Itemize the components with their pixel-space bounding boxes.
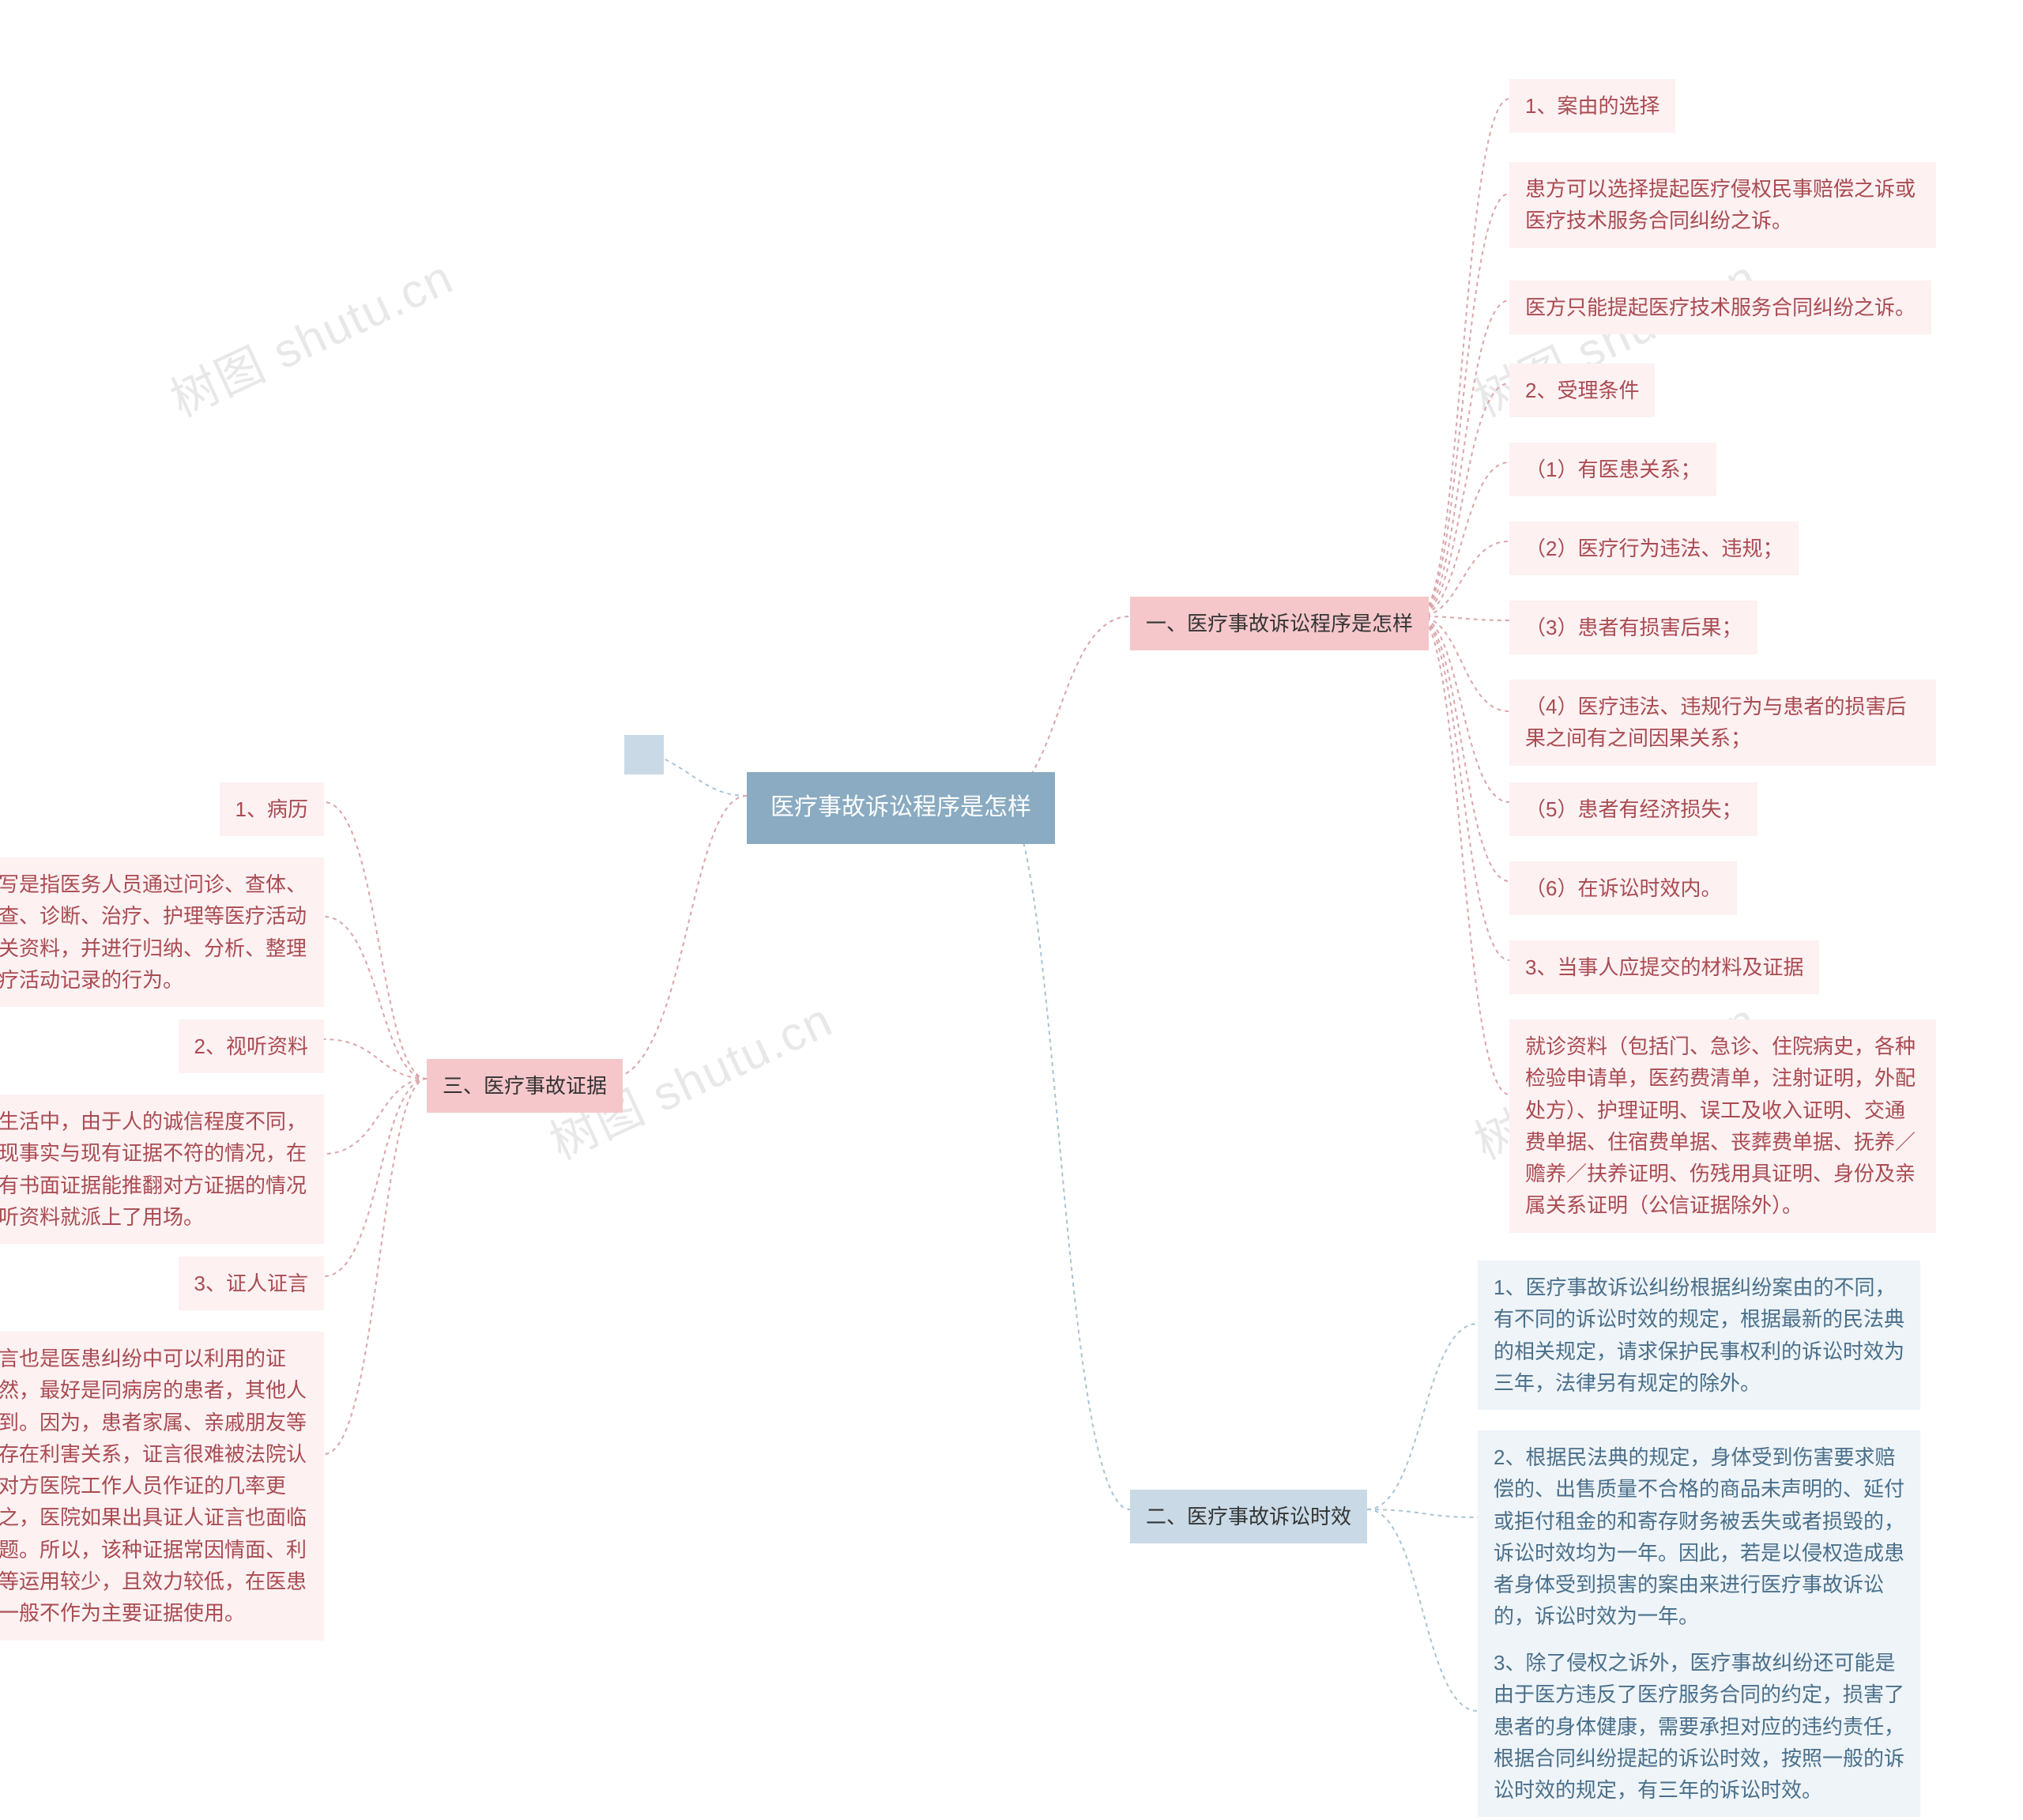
leaf-b1-2: 医方只能提起医疗技术服务合同纠纷之诉。 xyxy=(1509,281,1931,334)
leaf-b1-4: （1）有医患关系； xyxy=(1509,443,1716,496)
leaf-b3-5: 证人证言也是医患纠纷中可以利用的证据。当然，最好是同病房的患者，其他人很难做到。… xyxy=(0,1332,324,1641)
leaf-b1-10: 3、当事人应提交的材料及证据 xyxy=(1509,940,1819,994)
branch-2: 二、医疗事故诉讼时效 xyxy=(1130,1490,1367,1543)
leaf-b3-4: 3、证人证言 xyxy=(179,1257,324,1310)
leaf-b1-1: 患方可以选择提起医疗侵权民事赔偿之诉或医疗技术服务合同纠纷之诉。 xyxy=(1509,162,1936,248)
leaf-b1-6: （3）患者有损害后果； xyxy=(1509,601,1757,654)
root-node: 医疗事故诉讼程序是怎样 xyxy=(747,772,1055,844)
stub-node xyxy=(624,735,664,774)
leaf-b1-7: （4）医疗违法、违规行为与患者的损害后果之间有之间因果关系； xyxy=(1509,680,1936,766)
branch-1: 一、医疗事故诉讼程序是怎样 xyxy=(1130,597,1429,650)
leaf-b3-3: 在现实生活中，由于人的诚信程度不同，经常出现事实与现有证据不符的情况，在自己没有… xyxy=(0,1095,324,1244)
branch-3: 三、医疗事故证据 xyxy=(427,1059,623,1113)
leaf-b1-11: 就诊资料（包括门、急诊、住院病史，各种检验申请单，医药费清单，注射证明，外配处方… xyxy=(1509,1019,1936,1233)
leaf-b1-5: （2）医疗行为违法、违规； xyxy=(1509,522,1799,575)
leaf-b1-9: （6）在诉讼时效内。 xyxy=(1509,861,1737,915)
leaf-b3-0: 1、病历 xyxy=(220,782,324,836)
leaf-b2-1: 2、根据民法典的规定，身体受到伤害要求赔偿的、出售质量不合格的商品未声明的、延付… xyxy=(1478,1430,1920,1644)
leaf-b2-0: 1、医疗事故诉讼纠纷根据纠纷案由的不同，有不同的诉讼时效的规定，根据最新的民法典… xyxy=(1478,1260,1920,1410)
leaf-b1-0: 1、案由的选择 xyxy=(1509,79,1675,133)
leaf-b2-2: 3、除了侵权之诉外，医疗事故纠纷还可能是由于医方违反了医疗服务合同的约定，损害了… xyxy=(1478,1636,1920,1817)
leaf-b1-3: 2、受理条件 xyxy=(1509,364,1655,417)
leaf-b3-2: 2、视听资料 xyxy=(179,1019,324,1073)
leaf-b1-8: （5）患者有经济损失； xyxy=(1509,782,1757,836)
watermark: 树图 shutu.cn xyxy=(158,239,463,431)
leaf-b3-1: 病历书写是指医务人员通过问诊、查体、辅助检查、诊断、治疗、护理等医疗活动获得有关… xyxy=(0,857,324,1007)
